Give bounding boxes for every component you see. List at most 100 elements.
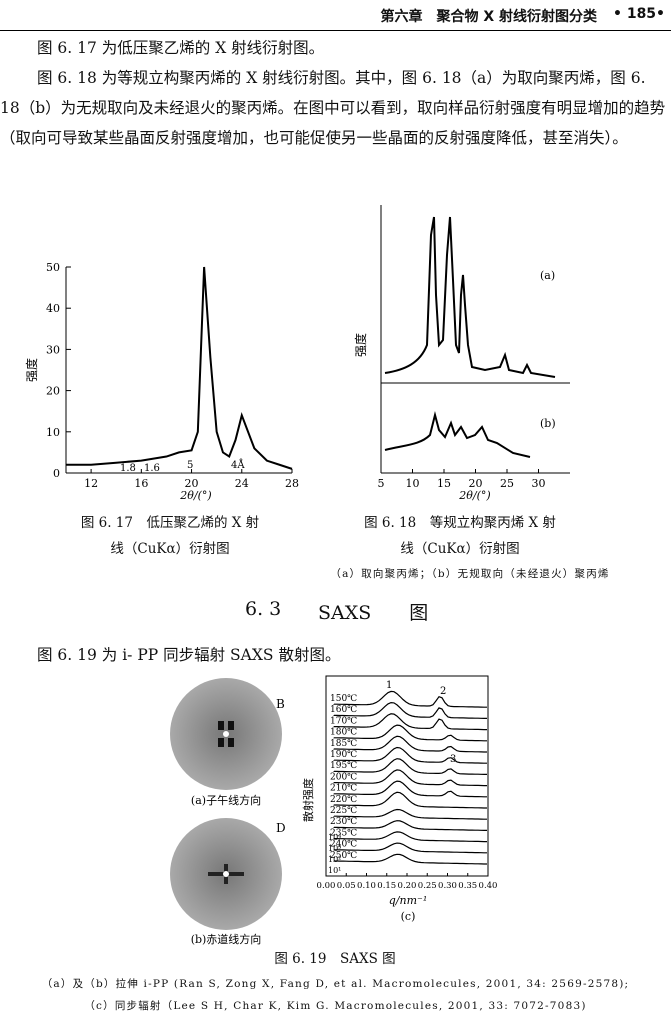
fig618-note: （a）取向聚丙烯；（b）无规取向（未经退火）聚丙烯 <box>330 568 610 580</box>
figure-6-18-chart: 5 10 15 20 25 30 强度 2θ/(°) (a) (b) <box>353 205 570 502</box>
fig619-peak-1: 1 <box>386 680 392 691</box>
fig617-ylabel: 强度 <box>24 358 39 382</box>
fig618-xtick: 10 <box>406 477 420 490</box>
fig619-curve <box>333 820 487 831</box>
fig618-xtick: 5 <box>378 477 385 490</box>
fig618-caption-1: 图 6. 18 等规立构聚丙烯 X 射 <box>364 515 556 531</box>
fig619-temp-label: 195℃ <box>330 761 357 771</box>
fig617-ann-2: 1.6 <box>144 463 160 474</box>
fig619-curve <box>333 831 487 843</box>
fig619-power: 10¹ <box>328 866 341 875</box>
fig619-label-c: (c) <box>401 910 416 923</box>
fig618-xlabel: 2θ/(°) <box>458 489 490 502</box>
fig619-temp-label: 150℃ <box>330 694 357 704</box>
fig619-xtick: 0.15 <box>377 881 396 891</box>
fig619-temp-label: 235℃ <box>330 828 357 838</box>
fig619-curve <box>333 701 487 719</box>
fig619-temp-label: 230℃ <box>330 817 357 827</box>
fig618-curve-b <box>384 411 531 458</box>
fig619-temp-label: 250℃ <box>330 851 357 861</box>
section-title: SAXS 图 <box>318 602 429 624</box>
fig619-temp-label: 240℃ <box>330 840 357 850</box>
page-header: 第六章 聚合物 X 射线衍射图分类 • 185• <box>0 0 671 30</box>
fig619-curve <box>333 746 487 764</box>
fig618-xtick: 30 <box>532 477 546 490</box>
fig619-temp-label: 160℃ <box>330 705 357 715</box>
fig619-temp-label: 210℃ <box>330 784 357 794</box>
paragraph-3: 图 6. 19 为 i- PP 同步辐射 SAXS 散射图。 <box>37 646 341 664</box>
paragraph-1: 图 6. 17 为低压聚乙烯的 X 射线衍射图。 <box>37 39 325 57</box>
fig619-temp-label: 190℃ <box>330 750 357 760</box>
fig617-xtick: 24 <box>235 477 249 490</box>
fig617-xlabel: 2θ/(°) <box>179 489 211 502</box>
fig617-ytick: 0 <box>53 467 60 480</box>
fig619-curve <box>333 724 487 742</box>
header-rule <box>0 30 671 31</box>
fig617-caption-2: 线（CuKα）衍射图 <box>110 541 230 557</box>
fig619-xtick: 0.25 <box>418 881 437 891</box>
fig619-xtick: 0.40 <box>479 881 498 891</box>
fig618-xtick: 25 <box>500 477 514 490</box>
fig619-xlabel: q/nm⁻¹ <box>389 894 427 907</box>
fig619-curve <box>333 808 487 820</box>
fig619-ylabel: 散射强度 <box>301 778 315 822</box>
fig619-xtick: 0.35 <box>458 881 477 891</box>
figure-6-19-patterns: B (a)子午线方向 D (b)赤道线方向 <box>170 678 286 946</box>
paragraph-2: 图 6. 18 为等规立构聚丙烯的 X 射线衍射图。其中，图 6. 18（a）为… <box>0 69 666 147</box>
fig619-curve <box>333 791 487 809</box>
fig619-caption-b: (b)赤道线方向 <box>191 932 262 946</box>
fig619-xtick: 0.10 <box>357 881 376 891</box>
fig619-curve <box>333 758 487 775</box>
fig619-caption-a: (a)子午线方向 <box>191 793 261 807</box>
fig619-curve <box>333 853 487 865</box>
fig618-ylabel: 强度 <box>353 333 368 357</box>
fig617-xtick: 28 <box>285 477 299 490</box>
fig619-power: 10³ <box>328 844 341 853</box>
fig619-temp-label: 185℃ <box>330 739 357 749</box>
fig619-label-B: B <box>276 697 285 711</box>
fig619-peak-3: 3 <box>450 754 456 765</box>
fig619-ref-1: （a）及（b）拉伸 i-PP (Ran S, Zong X, Fang D, e… <box>41 978 630 990</box>
fig619-temp-label: 170℃ <box>330 716 357 726</box>
fig619-xtick: 0.05 <box>337 881 356 891</box>
fig617-ann-4: 4Å <box>231 459 245 471</box>
fig617-ytick: 20 <box>46 385 60 398</box>
fig617-curve <box>66 266 293 470</box>
fig618-label-b: (b) <box>540 417 556 430</box>
fig619-temp-label: 200℃ <box>330 772 357 782</box>
fig618-curve-a <box>384 216 556 378</box>
figure-6-17-chart: 50 40 30 20 10 0 12 16 20 24 28 强度 2θ/(°) 1.8 1.6… <box>24 261 299 502</box>
fig619-ref-2: （c）同步辐射（Lee S H, Char K, Kim G. Macromol… <box>84 1000 587 1012</box>
section-number: 6. 3 <box>245 598 282 620</box>
page-number: • 185• <box>613 6 665 22</box>
fig617-caption-1: 图 6. 17 低压聚乙烯的 X 射 <box>80 515 260 531</box>
fig617-xtick: 16 <box>134 477 148 490</box>
fig619-xtick: 0.30 <box>438 881 457 891</box>
fig618-xtick: 20 <box>469 477 483 490</box>
fig619-caption: 图 6. 19 SAXS 图 <box>274 951 396 967</box>
fig617-ytick: 30 <box>46 343 60 356</box>
fig618-caption-2: 线（CuKα）衍射图 <box>400 541 520 557</box>
fig617-xtick: 12 <box>84 477 98 490</box>
fig619-temp-label: 220℃ <box>330 795 357 805</box>
fig619-peak-2: 2 <box>440 686 446 697</box>
fig619-label-D: D <box>276 821 286 835</box>
fig619-curve <box>333 780 487 798</box>
fig618-label-a: (a) <box>540 269 555 282</box>
fig617-ytick: 10 <box>46 426 60 439</box>
fig619-power: 10² <box>328 855 341 864</box>
fig617-ytick: 50 <box>46 261 60 274</box>
fig619-curve <box>333 735 487 753</box>
fig619-curve <box>333 713 487 731</box>
fig619-temp-label: 180℃ <box>330 728 357 738</box>
fig618-xtick: 15 <box>437 477 451 490</box>
fig619-curve <box>333 769 487 787</box>
fig619-xtick: 0.20 <box>398 881 417 891</box>
fig617-ann-3: 5 <box>187 460 193 471</box>
fig617-ann-1: 1.8 <box>120 463 136 474</box>
fig619-curve <box>333 842 487 854</box>
fig617-ytick: 40 <box>46 302 60 315</box>
chapter-title: 第六章 聚合物 X 射线衍射图分类 <box>380 9 597 25</box>
fig617-xtick: 20 <box>185 477 199 490</box>
